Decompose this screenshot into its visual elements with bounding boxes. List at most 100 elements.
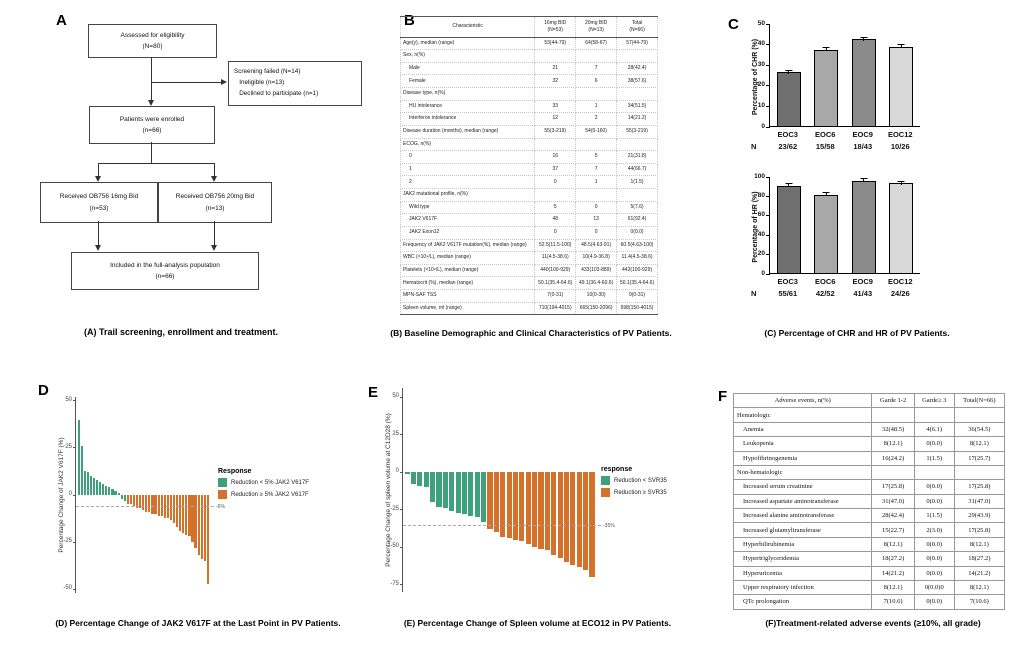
n-values: 55/61 42/52 41/43 24/26	[769, 289, 919, 298]
cell-value: 55(3-219)	[534, 124, 577, 139]
cell-value: 7(10.6)	[953, 594, 1006, 610]
table-row: 0 16 5 21(31.8)	[399, 150, 658, 164]
flow-box-arm-20mg: Received OB756 20mg Bid (n=13)	[158, 182, 272, 223]
cell-value: 0(0.0)0	[913, 579, 955, 596]
legend-item: Reduction < 5% JAK2 V617F	[218, 478, 309, 487]
cell-value: 1(1.5)	[913, 450, 955, 466]
flow-connector	[214, 163, 216, 177]
hr-bar-chart: Percentage of HR (%) 0 20 40 60 80 100 EOC3 EO…	[745, 173, 960, 298]
bar-slot	[770, 177, 808, 273]
bar-EOC6	[814, 47, 839, 126]
y-tick-label: 50	[65, 396, 72, 403]
error-bar	[860, 178, 868, 182]
waterfall-bar	[89, 476, 92, 495]
n-value: 10/26	[890, 142, 910, 151]
cell-value: 0(0.0)	[913, 479, 955, 495]
y-axis-label: Percentage Change of spleen volume at C1…	[385, 413, 392, 567]
row-label: Increased alanine aminotransferase	[732, 507, 873, 524]
flow-box-assessed: Assessed for eligibility (N=80)	[88, 24, 217, 58]
cell-value: 2(3.0)	[913, 522, 955, 538]
cell-value: 38(57.6)	[616, 74, 658, 88]
section-row: Hematologic	[732, 407, 1006, 423]
reference-line: -35%	[403, 523, 615, 529]
panel-label-e: E	[368, 384, 379, 401]
legend-swatch-green	[601, 476, 610, 485]
category-label: EOC6	[815, 277, 836, 286]
cell-value: 11.4(4.5-38.6)	[616, 251, 658, 265]
y-tick-label: -50	[390, 543, 399, 549]
bar-EOC12	[889, 44, 914, 126]
cell-value: 21	[534, 61, 577, 76]
y-tick-mark	[399, 584, 403, 585]
y-tick-label: 10	[757, 101, 765, 109]
waterfall-bar	[436, 472, 442, 507]
cell-value: 14(21.2)	[953, 565, 1006, 581]
row-label: Age(y), median (range)	[399, 36, 536, 51]
cell-value: 0(0.0)	[913, 536, 955, 553]
cell-value: 50.1(35.4-64.6)	[534, 276, 577, 290]
cell-value: 7(0-31)	[534, 289, 577, 303]
y-tick-label: 25	[392, 430, 399, 437]
flow-connector	[151, 142, 153, 163]
n-value: 23/62	[778, 142, 798, 151]
row-label: 0	[399, 150, 536, 164]
cell-value: 37	[534, 162, 577, 177]
caption-d: (D) Percentage Change of JAK2 V617F at t…	[55, 618, 341, 628]
plot-area: 50 25 0 -25 -50 -75 -35%	[390, 388, 615, 592]
error-bar	[785, 183, 793, 187]
table-row: WBC (×10⁹/L), median (range) 11(4.5-38.6)…	[399, 251, 658, 265]
cell-value	[534, 137, 577, 152]
y-tick-mark	[72, 541, 76, 543]
column-header: Garde≥ 3	[913, 392, 955, 409]
cell-value	[575, 137, 618, 152]
row-label: 1	[399, 162, 536, 177]
waterfall-bar	[197, 495, 200, 556]
table-row: Wild type 5 0 5(7.6)	[399, 200, 658, 215]
caption-a: (A) Trail screening, enrollment and trea…	[84, 327, 279, 337]
table-row: Increased glutamyltransferase 15(22.7) 2(3…	[732, 522, 1006, 538]
row-label: Leukopenia	[732, 436, 873, 452]
waterfall-bar	[117, 493, 120, 495]
cell-value: 32(48.5)	[871, 421, 915, 438]
y-tick-mark	[72, 588, 76, 590]
waterfall-bar	[563, 472, 570, 562]
waterfall-bar	[512, 472, 519, 540]
waterfall-bar	[583, 472, 589, 570]
waterfall-bar	[410, 472, 417, 484]
y-tick-label: -25	[390, 505, 399, 512]
row-label: QTc prolongation	[732, 594, 873, 610]
cell-value: 8(12.1)	[953, 536, 1006, 553]
bars	[404, 388, 596, 577]
cell-value: 1(1.5)	[616, 175, 658, 189]
waterfall-bar	[86, 472, 89, 495]
waterfall-bar	[544, 472, 550, 550]
waterfall-bar	[430, 472, 436, 502]
n-value: 55/61	[778, 289, 798, 298]
waterfall-bar	[123, 495, 126, 501]
table-row: Spleen volume, ml (range) 710(194-4015) 66…	[399, 301, 658, 316]
row-label: HU intolerance	[399, 99, 536, 114]
table-row: Disease duration (months), median (range…	[399, 124, 658, 139]
bar-EOC12	[889, 180, 914, 273]
bar-EOC3	[776, 183, 801, 273]
panel-label-a: A	[56, 12, 67, 29]
cell-value: 5	[534, 200, 577, 215]
waterfall-bar	[461, 472, 468, 514]
legend-title: Response	[218, 468, 252, 475]
waterfall-bar	[151, 495, 154, 514]
waterfall-bar	[519, 472, 525, 541]
n-value: 18/43	[853, 142, 873, 151]
row-label: MPN-SAF TSS	[399, 289, 536, 303]
row-label: Sex, n(%)	[399, 49, 536, 63]
category-label: EOC12	[887, 277, 913, 286]
bar-EOC3	[776, 69, 801, 126]
bar-EOC9	[851, 178, 876, 273]
y-tick-label: 30	[757, 60, 765, 68]
cell-value: 7	[575, 61, 618, 76]
waterfall-bar	[200, 495, 203, 560]
cell-value: 8(12.1)	[871, 436, 915, 452]
waterfall-bar	[506, 472, 512, 538]
table-row: Increased aspartate aminotransferase 31(4…	[732, 493, 1006, 510]
data-table: Characteristic 16mg BID (N=53) 20mg BID (N…	[399, 16, 658, 316]
flow-box-screening-failed: Screening failed (N=14) Ineligible (n=13…	[228, 61, 362, 106]
